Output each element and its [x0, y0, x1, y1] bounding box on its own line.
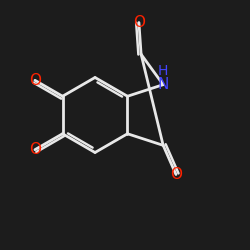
- Text: H: H: [158, 64, 168, 78]
- Text: O: O: [133, 15, 145, 30]
- Text: O: O: [29, 73, 41, 88]
- Text: O: O: [29, 142, 41, 157]
- Text: N: N: [158, 77, 169, 92]
- Text: O: O: [170, 167, 182, 182]
